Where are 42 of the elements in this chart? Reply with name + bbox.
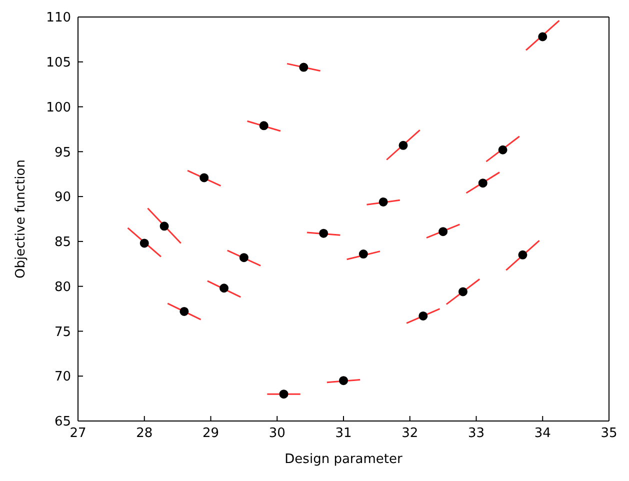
y-tick-label: 85 — [54, 235, 71, 250]
x-tick-label: 33 — [468, 426, 485, 442]
x-tick-label: 32 — [402, 426, 418, 442]
y-tick-label: 90 — [54, 190, 71, 206]
x-tick-label: 31 — [335, 426, 352, 442]
point — [418, 311, 428, 320]
x-tick-label: 30 — [268, 426, 286, 442]
point — [200, 173, 209, 182]
y-tick-label: 70 — [54, 370, 71, 385]
point — [319, 228, 328, 238]
x-tick-label: 28 — [136, 426, 153, 442]
point — [398, 140, 408, 150]
point — [378, 197, 388, 206]
point — [299, 62, 308, 72]
x-tick-label: 29 — [202, 426, 220, 442]
point — [458, 287, 468, 296]
x-tick-label: 34 — [534, 426, 551, 442]
point — [438, 227, 448, 236]
x-tick-label: 35 — [600, 426, 618, 442]
point — [220, 284, 229, 293]
y-tick-label: 65 — [54, 414, 71, 430]
point — [358, 250, 368, 259]
y-tick-label: 95 — [54, 145, 71, 160]
point — [518, 250, 528, 260]
y-axis-title: Objective function — [14, 160, 29, 278]
y-tick-label: 80 — [54, 280, 71, 295]
y-tick-label: 110 — [46, 10, 71, 26]
point — [279, 390, 288, 399]
y-tick-label: 100 — [46, 100, 71, 116]
y-tick-label: 75 — [54, 324, 71, 340]
point — [180, 306, 189, 316]
point — [140, 238, 149, 248]
point — [239, 253, 248, 262]
x-tick-label: 27 — [70, 426, 86, 442]
point — [478, 178, 488, 188]
point — [339, 376, 348, 386]
point — [160, 222, 169, 231]
point — [498, 145, 508, 154]
point — [259, 121, 268, 130]
x-axis-title: Design parameter — [284, 452, 403, 467]
point — [538, 32, 548, 42]
y-tick-label: 105 — [46, 56, 71, 71]
